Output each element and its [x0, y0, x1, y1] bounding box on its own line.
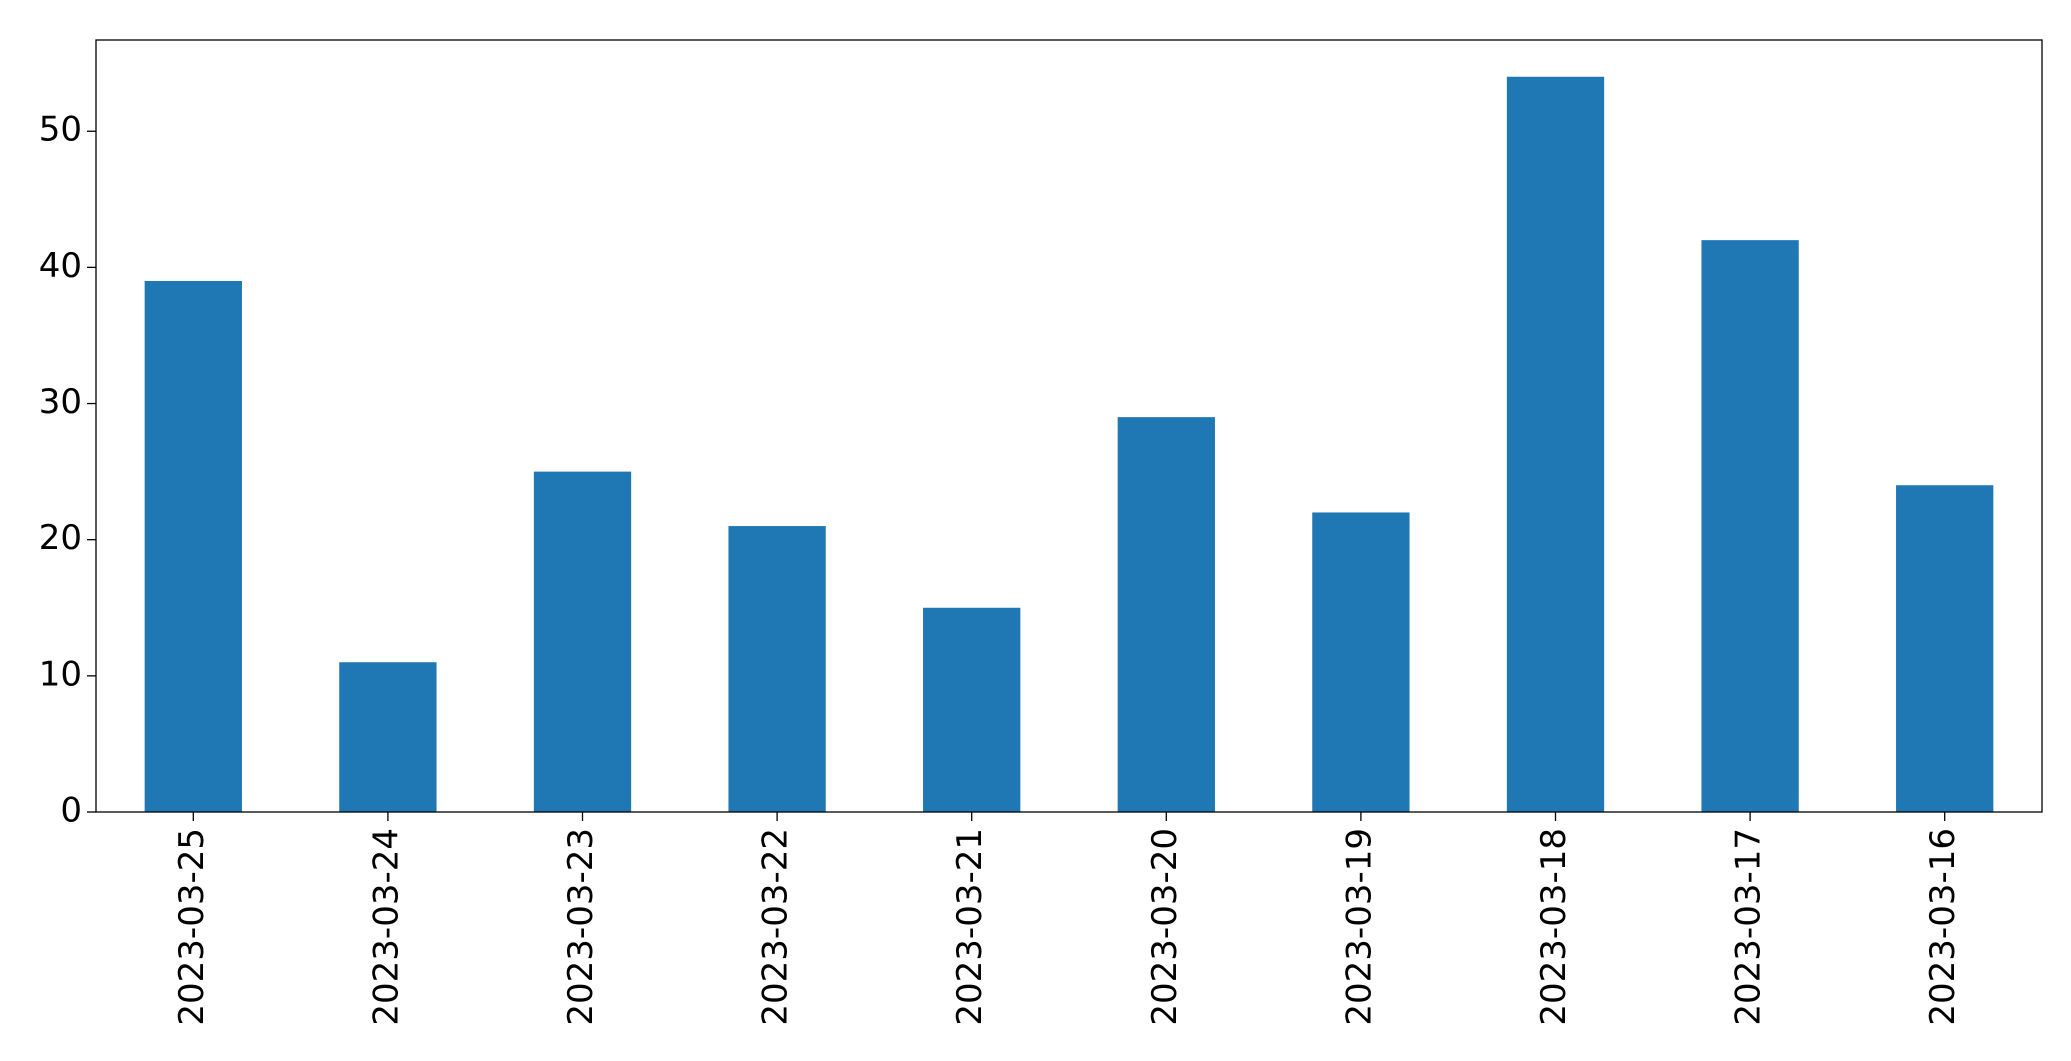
x-tick-label: 2023-03-22 [756, 828, 796, 1026]
x-tick-label: 2023-03-19 [1339, 828, 1379, 1026]
bar [1701, 240, 1799, 813]
y-tick-label: 10 [39, 654, 82, 694]
x-tick-label: 2023-03-16 [1923, 828, 1963, 1026]
bar [1117, 417, 1215, 812]
x-tick-label: 2023-03-17 [1729, 828, 1769, 1026]
bar [923, 607, 1021, 812]
bar [533, 471, 632, 812]
x-tick-label: 2023-03-24 [366, 828, 406, 1026]
bar [144, 280, 242, 812]
x-tick-label: 2023-03-25 [172, 828, 212, 1026]
x-tick-label: 2023-03-21 [950, 828, 990, 1026]
y-tick-label: 50 [39, 110, 82, 150]
x-tick-label: 2023-03-18 [1534, 828, 1574, 1026]
bar [339, 662, 437, 812]
bar [1312, 512, 1410, 812]
y-tick-label: 40 [39, 246, 82, 286]
x-tick-label: 2023-03-23 [561, 828, 601, 1026]
x-tick-label: 2023-03-20 [1145, 828, 1185, 1026]
bar [728, 526, 826, 812]
y-tick-label: 30 [39, 382, 82, 422]
y-tick-label: 20 [39, 518, 82, 558]
y-tick-label: 0 [60, 791, 82, 831]
bar [1896, 485, 1994, 812]
plot-frame [95, 39, 2043, 813]
bar [1506, 76, 1605, 812]
